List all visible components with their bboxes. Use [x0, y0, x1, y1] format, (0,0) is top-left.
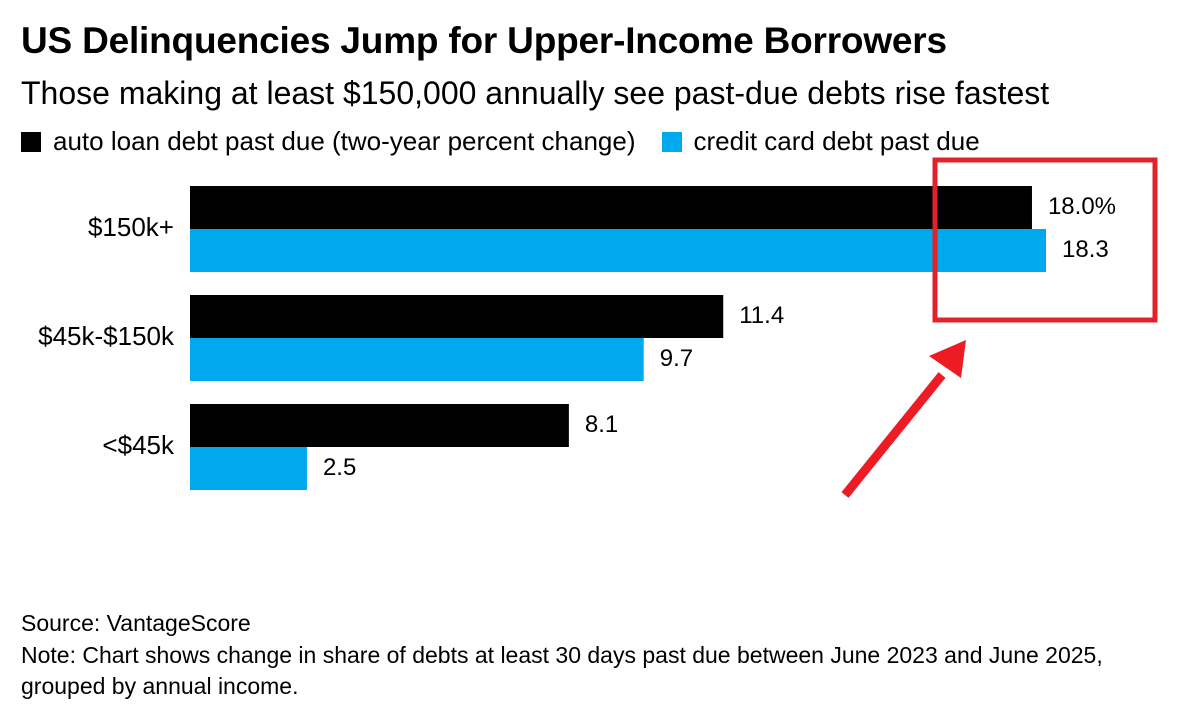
data-label: 18.3: [1062, 236, 1109, 263]
legend-item-credit-card: credit card debt past due: [661, 126, 980, 157]
auto-loan-bar: [190, 295, 724, 338]
source-note: Source: VantageScore: [21, 610, 251, 636]
category-label: <$45k: [102, 430, 175, 460]
category-label: $45k-$150k: [38, 321, 175, 351]
credit-card-bar: [190, 229, 1046, 272]
legend-swatch-auto-loan: [21, 131, 41, 152]
bar-chart: $150k+ 18.0% 18.3 $45k-$150k 11.4 9.7 <$45k 8.1…: [38, 157, 1158, 498]
credit-card-bar: [190, 338, 644, 381]
credit-card-bar: [190, 447, 307, 490]
auto-loan-bar: [190, 404, 569, 447]
arrow-head-icon: [929, 340, 966, 378]
chart-title: US Delinquencies Jump for Upper-Income B…: [21, 20, 947, 61]
category-label: $150k+: [88, 212, 174, 242]
data-label: 2.5: [323, 454, 356, 481]
annotation-layer: [841, 157, 1158, 498]
red-arrow-icon: [841, 372, 946, 498]
legend-item-auto-loan: auto loan debt past due (two-year percen…: [21, 126, 636, 157]
highlight-box: [932, 157, 1158, 323]
legend-label-auto-loan: auto loan debt past due (two-year percen…: [53, 126, 636, 156]
footnote: Note: Chart shows change in share of deb…: [21, 642, 1103, 699]
data-label: 18.0%: [1048, 193, 1116, 220]
bars-layer: $150k+ 18.0% 18.3 $45k-$150k 11.4 9.7 <$45k 8.1…: [38, 186, 1116, 490]
legend-label-credit-card: credit card debt past due: [693, 126, 980, 156]
chart-subtitle: Those making at least $150,000 annually …: [21, 75, 1050, 111]
data-label: 9.7: [660, 345, 693, 372]
auto-loan-bar: [190, 186, 1032, 229]
legend-swatch-credit-card: [661, 131, 682, 152]
data-label: 11.4: [739, 302, 784, 329]
data-label: 8.1: [585, 411, 618, 438]
legend: auto loan debt past due (two-year percen…: [21, 126, 980, 157]
